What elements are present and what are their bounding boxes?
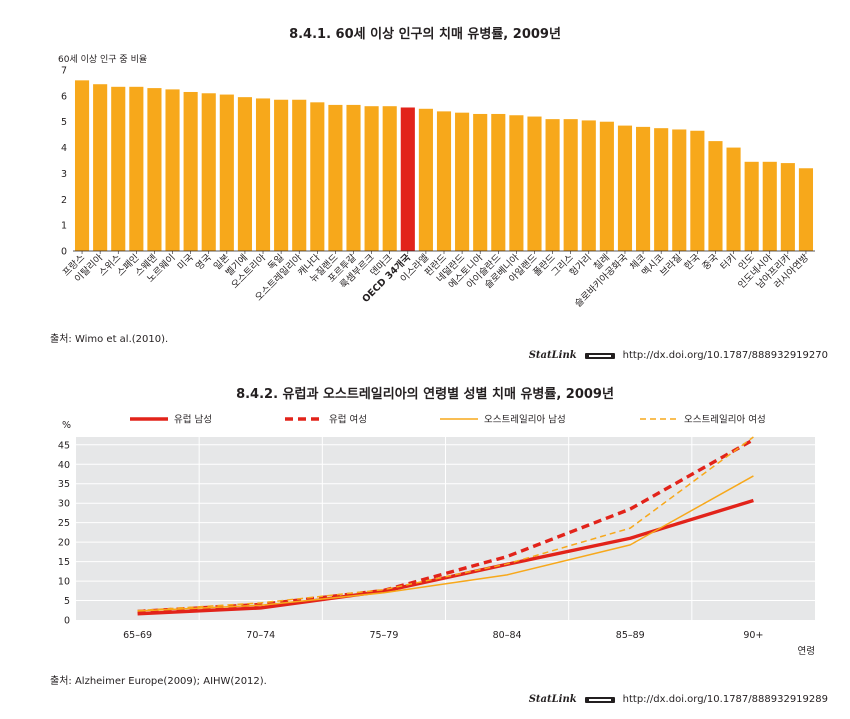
chart2-legend-label: 오스트레일리아 여성	[684, 414, 766, 426]
chart2-y-tick-label: 30	[58, 499, 70, 510]
chart2-x-tick-label: 80–84	[493, 630, 522, 641]
chart1-bar	[636, 126, 651, 251]
chart1-source: 출처: Wimo et al.(2010).	[50, 334, 169, 345]
chart2-series-line	[137, 475, 754, 612]
chart1-bar	[274, 99, 289, 251]
chart2-y-tick-label: 35	[58, 479, 70, 490]
chart2-series-line	[137, 436, 754, 612]
chart2-x-tick-label: 75–79	[369, 630, 398, 641]
chart1-bar	[436, 111, 452, 251]
chart1-bar	[129, 86, 144, 251]
chart2-title: 8.4.2. 유럽과 오스트레일리아의 연령별 성별 치매 유병률, 2009년	[236, 387, 614, 402]
chart1-bar	[400, 107, 415, 251]
chart1-bar	[292, 99, 307, 251]
chart1-bar	[491, 113, 506, 251]
chart1-bar	[509, 115, 524, 251]
chart1-bar	[708, 141, 723, 251]
chart1-bar	[617, 125, 633, 251]
chart1-statlink[interactable]: StatLink http://dx.doi.org/10.1787/88893…	[529, 350, 828, 361]
chart2-y-tick-label: 10	[58, 577, 70, 588]
chart2-y-tick-label: 40	[58, 460, 70, 471]
chart1-bar	[346, 104, 361, 252]
chart1-bar	[310, 102, 325, 251]
chart2-x-tick-label: 70–74	[246, 630, 275, 641]
chart2-source: 출처: Alzheimer Europe(2009); AIHW(2012).	[50, 676, 267, 687]
chart1-bar	[183, 91, 198, 251]
statlink-label: StatLink	[528, 694, 577, 705]
chart1-bar	[563, 119, 578, 251]
chart1-bar	[455, 112, 470, 252]
chart2-legend-label: 유럽 여성	[329, 414, 367, 426]
chart1-bar	[255, 98, 271, 251]
chart1-bar-chart: 60세 이상 인구 중 비율01234567프랑스이탈리아스위스스페인스웨덴노르…	[58, 54, 815, 310]
chart1-bar	[726, 147, 741, 251]
chart1-title: 8.4.1. 60세 이상 인구의 치매 유병률, 2009년	[289, 27, 561, 42]
chart1-bar	[690, 130, 705, 251]
chart2-y-tick-label: 5	[64, 596, 70, 607]
chart1-bar	[201, 93, 216, 252]
chart1-bar	[147, 88, 162, 251]
chart1-bar	[364, 106, 379, 251]
statlink-logo-icon	[584, 696, 615, 703]
chart1-bar	[780, 163, 795, 251]
chart2-statlink[interactable]: StatLink http://dx.doi.org/10.1787/88893…	[529, 694, 828, 705]
chart2-series-line	[137, 498, 754, 616]
chart1-y-tick-label: 5	[61, 117, 67, 128]
chart1-bar	[328, 104, 343, 252]
chart1-bar	[165, 89, 180, 252]
chart2-legend-label: 유럽 남성	[174, 415, 212, 426]
chart2-y-tick-label: 20	[58, 538, 70, 549]
chart1-bar	[237, 97, 252, 252]
chart1-y-tick-label: 3	[61, 169, 67, 180]
chart1-bar	[762, 161, 777, 251]
chart1-bar	[111, 86, 126, 251]
chart2-y-unit-label: %	[62, 420, 71, 431]
chart1-bar	[219, 94, 234, 251]
chart2-y-tick-label: 25	[58, 518, 70, 529]
chart2-legend-label: 오스트레일리아 남성	[484, 415, 566, 426]
chart1-bar	[382, 106, 397, 251]
chart1-y-tick-label: 0	[61, 247, 67, 258]
chart2-y-tick-label: 45	[58, 440, 70, 451]
chart2-x-tick-label: 65–69	[123, 630, 152, 641]
chart1-bar	[545, 119, 560, 251]
chart1-doi-link[interactable]: http://dx.doi.org/10.1787/888932919270	[622, 350, 828, 361]
chart2-x-tick-label: 85–89	[616, 630, 645, 641]
chart1-bar	[527, 116, 542, 252]
chart1-bar	[744, 161, 759, 251]
chart1-bar	[74, 80, 90, 251]
statlink-label: StatLink	[528, 350, 577, 361]
chart1-y-tick-label: 2	[61, 195, 67, 206]
chart1-bar	[418, 108, 433, 252]
chart2-doi-link[interactable]: http://dx.doi.org/10.1787/888932919289	[622, 694, 828, 705]
chart1-bar	[93, 84, 108, 251]
chart1-y-tick-label: 1	[61, 221, 67, 232]
chart2-y-tick-label: 15	[58, 557, 70, 568]
chart1-y-axis-label: 60세 이상 인구 중 비율	[58, 54, 147, 65]
chart1-bar	[581, 120, 596, 252]
chart2-x-axis-label: 연령	[798, 645, 815, 657]
chart1-y-tick-label: 6	[61, 91, 67, 102]
statlink-logo-icon	[584, 352, 615, 359]
chart2-y-tick-label: 0	[64, 616, 70, 627]
chart1-bar	[798, 168, 814, 251]
chart1-y-tick-label: 4	[61, 143, 67, 154]
chart1-y-tick-label: 7	[61, 66, 67, 77]
chart1-bar	[672, 129, 687, 251]
chart1-bar	[473, 113, 488, 251]
chart1-bar	[654, 128, 669, 251]
chart1-bar	[599, 121, 614, 251]
chart2-x-tick-label: 90+	[743, 630, 763, 641]
